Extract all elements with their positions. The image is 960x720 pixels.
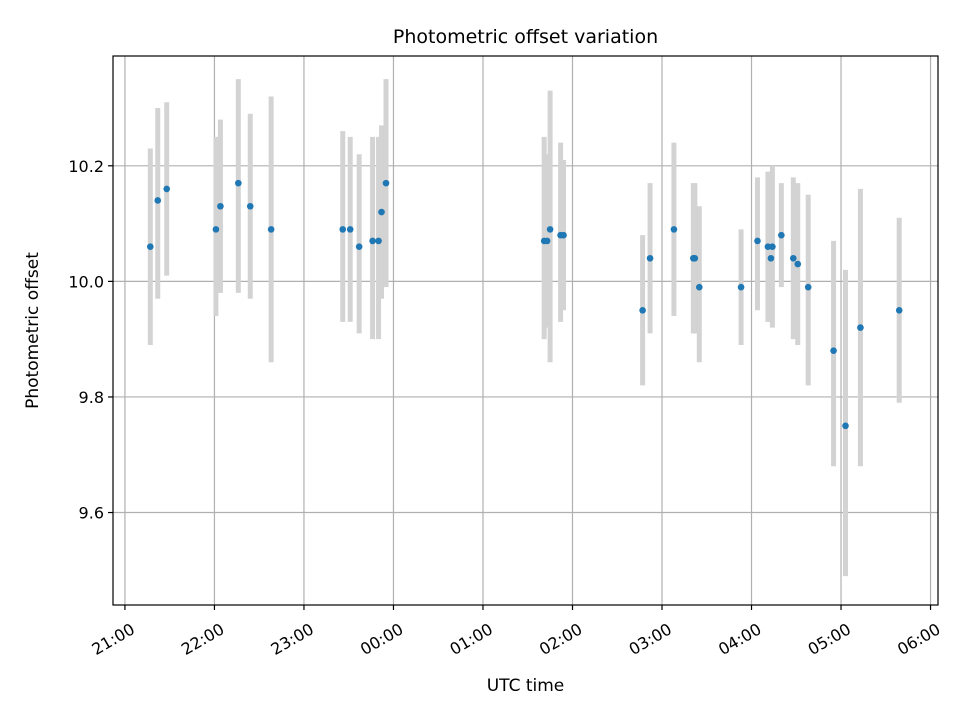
data-point [560,231,567,239]
data-point [754,237,761,245]
data-point [857,324,864,331]
data-point [246,202,254,210]
chart-title: Photometric offset variation [393,26,658,48]
data-point [778,231,785,239]
data-point [235,179,242,187]
data-point [346,226,354,233]
data-point [355,243,363,251]
data-point [212,226,220,233]
data-point [830,347,837,355]
data-point [267,226,275,233]
y-tick-label: 9.6 [79,504,104,523]
y-axis-title: Photometric offset [23,252,43,409]
data-point [639,306,646,314]
data-point [378,208,385,216]
y-tick-label: 9.8 [79,388,104,407]
data-point [737,283,745,291]
data-point [769,243,776,251]
data-point [369,237,376,245]
x-axis-title: UTC time [487,676,565,696]
data-point [217,202,224,210]
data-point [804,283,812,291]
data-point [543,237,551,245]
plot-frame [112,55,939,606]
data-point [154,197,162,204]
data-point [146,243,154,251]
data-point [842,422,849,430]
data-point [646,254,654,262]
data-point [339,226,347,233]
data-point [163,185,171,193]
data-point [789,254,797,262]
data-point [375,237,382,245]
data-point [670,226,678,233]
data-point [895,306,903,314]
data-point [767,254,775,262]
data-points [146,179,903,430]
data-point [696,283,703,291]
data-point [691,254,699,262]
data-point [382,179,390,187]
data-point [794,260,802,268]
y-tick-label: 10.0 [68,272,104,291]
y-tick-label: 10.2 [68,157,104,176]
data-point [546,226,554,233]
y-axis: 9.6 9.8 10.0 10.2 [68,157,113,523]
